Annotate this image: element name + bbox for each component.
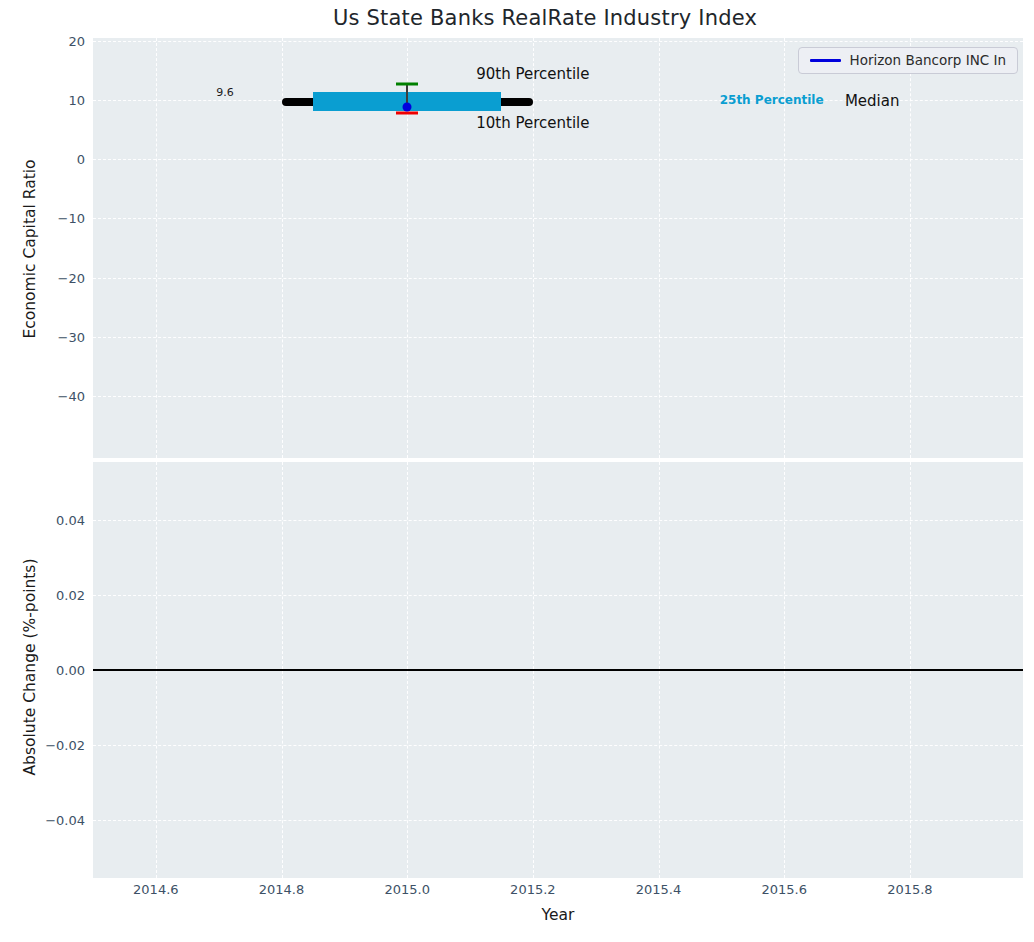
top-y-tick-label: −30: [58, 329, 85, 344]
top-y-tick-label: −20: [58, 270, 85, 285]
chart-title: Us State Banks RealRate Industry Index: [0, 6, 1034, 30]
x-tick-label: 2015.6: [761, 882, 807, 897]
h-gridline: [93, 278, 1023, 279]
x-tick-label: 2014.6: [133, 882, 179, 897]
h-gridline: [93, 41, 1023, 42]
top-y-tick-label: −10: [58, 211, 85, 226]
top-y-axis-label: Economic Capital Ratio: [21, 159, 39, 338]
top-y-tick-label: 20: [68, 33, 85, 48]
h-gridline: [93, 595, 1023, 596]
bottom-y-tick-label: 0.00: [56, 663, 85, 678]
bottom-y-tick-label: 0.04: [56, 513, 85, 528]
top-y-tick-label: 0: [77, 152, 85, 167]
p10-percentile-label: 10th Percentile: [476, 114, 589, 132]
p90-percentile-label: 90th Percentile: [476, 65, 589, 83]
p90-cap: [396, 82, 418, 85]
bottom-plot-area: [93, 462, 1023, 878]
bottom-y-axis-label: Absolute Change (%-points): [21, 559, 39, 776]
x-tick-label: 2015.4: [636, 882, 682, 897]
legend-label: Horizon Bancorp INC In: [850, 52, 1006, 68]
h-gridline: [93, 820, 1023, 821]
x-tick-label: 2015.2: [510, 882, 556, 897]
zero-reference-line: [93, 669, 1023, 671]
bottom-y-tick-label: −0.04: [45, 812, 85, 827]
h-gridline: [93, 159, 1023, 160]
p10-cap: [396, 111, 418, 114]
h-gridline: [93, 218, 1023, 219]
bottom-y-tick-label: −0.02: [45, 737, 85, 752]
median-label: Median: [845, 92, 900, 110]
legend: Horizon Bancorp INC In: [798, 47, 1018, 74]
figure: Us State Banks RealRate Industry Index 9…: [0, 0, 1034, 942]
company-marker: [403, 102, 412, 111]
x-tick-label: 2015.0: [384, 882, 430, 897]
h-gridline: [93, 337, 1023, 338]
median-value-label: 9.6: [216, 85, 234, 98]
bottom-y-tick-label: 0.02: [56, 588, 85, 603]
h-gridline: [93, 396, 1023, 397]
h-gridline: [93, 745, 1023, 746]
top-y-tick-label: 10: [68, 93, 85, 108]
h-gridline: [93, 520, 1023, 521]
p25-percentile-label: 25th Percentile: [720, 93, 824, 107]
x-axis-label: Year: [542, 906, 575, 924]
top-plot-area: 9.6 90th Percentile 10th Percentile 25th…: [93, 38, 1023, 458]
x-tick-label: 2014.8: [259, 882, 305, 897]
legend-line-sample: [810, 59, 841, 62]
top-y-tick-label: −40: [58, 388, 85, 403]
x-tick-label: 2015.8: [887, 882, 933, 897]
